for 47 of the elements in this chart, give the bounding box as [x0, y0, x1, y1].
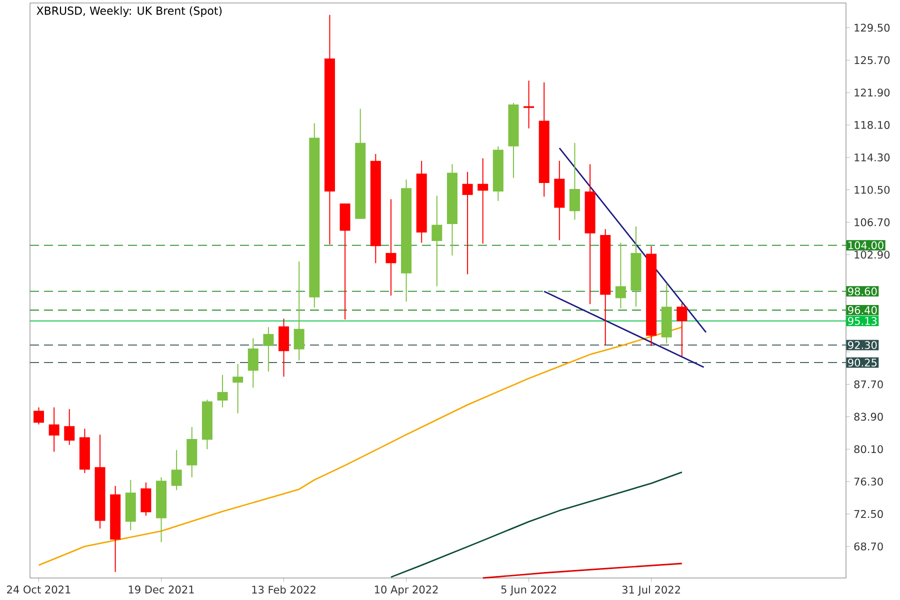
line-series: [482, 562, 683, 579]
y-tick-label: 80.10: [854, 445, 883, 454]
ref-line-label: 104.00: [848, 241, 884, 250]
x-tick-label: 5 Jun 2022: [501, 586, 556, 596]
y-tick-label: 87.70: [854, 380, 883, 388]
candlestick: [478, 158, 488, 244]
x-tick-label: 10 Apr 2022: [374, 586, 438, 596]
x-tick-label: 31 Jul 2022: [622, 586, 680, 596]
chart-title: XBRUSD, Weekly: UK Brent (Spot): [36, 6, 222, 17]
ref-line-label: 96.40: [848, 306, 877, 314]
x-tick-label: 19 Dec 2021: [128, 586, 194, 594]
y-tick-label: 118.10: [854, 121, 890, 129]
candlestick: [232, 363, 244, 414]
y-tick-label: 68.70: [854, 542, 883, 550]
x-tick-label: 24 Oct 2021: [7, 586, 70, 594]
y-tick-label: 129.50: [854, 24, 890, 32]
candlestick: [432, 195, 442, 287]
y-tick-label: 76.30: [854, 478, 883, 486]
candlestick: [462, 171, 473, 275]
candlestick: [386, 198, 396, 296]
ref-line-label: 92.30: [848, 341, 877, 350]
y-tick-label: 106.70: [854, 218, 890, 226]
y-tick-label: 83.90: [854, 412, 883, 421]
candlestick: [569, 142, 580, 220]
candlestick: [64, 408, 75, 446]
candlestick: [294, 260, 304, 361]
candlestick: [48, 406, 60, 452]
y-tick-label: 125.70: [854, 56, 890, 64]
y-tick-label: 110.50: [854, 186, 890, 194]
y-tick-label: 72.50: [854, 510, 883, 518]
y-tick-label: 114.30: [854, 153, 890, 162]
candlestick: [217, 374, 228, 408]
candlestick: [524, 80, 534, 129]
candlestick: [263, 326, 274, 372]
x-tick-label: 13 Feb 2022: [252, 586, 316, 594]
candlestick: [676, 302, 688, 357]
ref-line-label: 90.25: [848, 358, 877, 367]
ref-line-label: 98.60: [848, 287, 877, 296]
y-tick-label: 121.90: [854, 88, 890, 97]
candlestick: [140, 482, 152, 516]
candlestick: [34, 406, 44, 425]
y-tick-label: 102.90: [854, 250, 890, 259]
ref-line-label: 95.13: [848, 316, 877, 325]
candlestick: [615, 242, 626, 309]
line-series: [38, 326, 683, 566]
candlestick: [171, 450, 182, 491]
candlestick: [248, 338, 258, 388]
